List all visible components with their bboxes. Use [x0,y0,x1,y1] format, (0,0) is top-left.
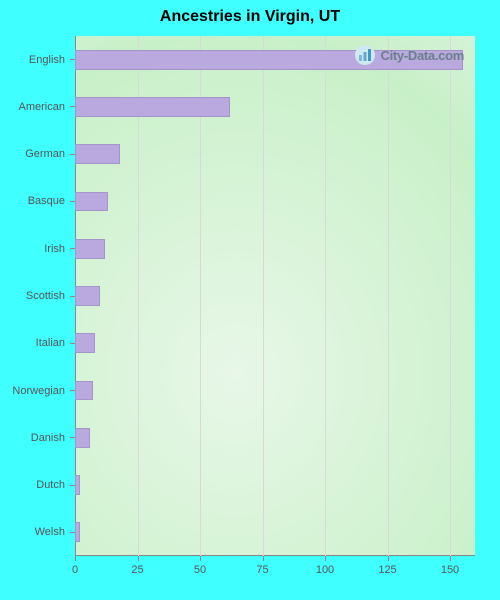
chart-page: Ancestries in Virgin, UT City-Data.com 0… [0,0,500,600]
x-axis-label: 125 [378,564,396,576]
bar [75,428,90,448]
bar [75,381,93,401]
bar [75,239,105,259]
x-axis-label: 100 [316,564,334,576]
x-tick [200,556,201,561]
site-logo: City-Data.com [354,44,464,66]
y-axis-label: Norwegian [0,385,65,397]
bar [75,522,80,542]
chart-title: Ancestries in Virgin, UT [0,8,500,26]
bar [75,333,95,353]
x-gridline [388,36,389,556]
x-axis-label: 50 [194,564,206,576]
x-tick [388,556,389,561]
y-axis-label: Scottish [0,290,65,302]
x-gridline [325,36,326,556]
x-tick [325,556,326,561]
x-tick [75,556,76,561]
y-axis-label: Irish [0,243,65,255]
y-axis-label: German [0,148,65,160]
bar [75,144,120,164]
y-axis-label: English [0,54,65,66]
x-gridline [450,36,451,556]
logo-text: City-Data.com [380,48,464,63]
x-axis-label: 0 [72,564,78,576]
x-gridline [263,36,264,556]
x-axis-label: 25 [131,564,143,576]
x-tick [263,556,264,561]
y-axis-label: Dutch [0,479,65,491]
y-axis-label: Italian [0,337,65,349]
x-axis-label: 75 [256,564,268,576]
plot-area [75,36,475,556]
x-axis-label: 150 [441,564,459,576]
y-axis-label: Welsh [0,526,65,538]
bar [75,97,230,117]
bar [75,286,100,306]
y-axis-label: Danish [0,432,65,444]
x-tick [450,556,451,561]
y-axis-label: American [0,101,65,113]
barchart-icon [354,44,376,66]
bar [75,192,108,212]
x-tick [138,556,139,561]
bar [75,475,80,495]
y-axis-label: Basque [0,195,65,207]
